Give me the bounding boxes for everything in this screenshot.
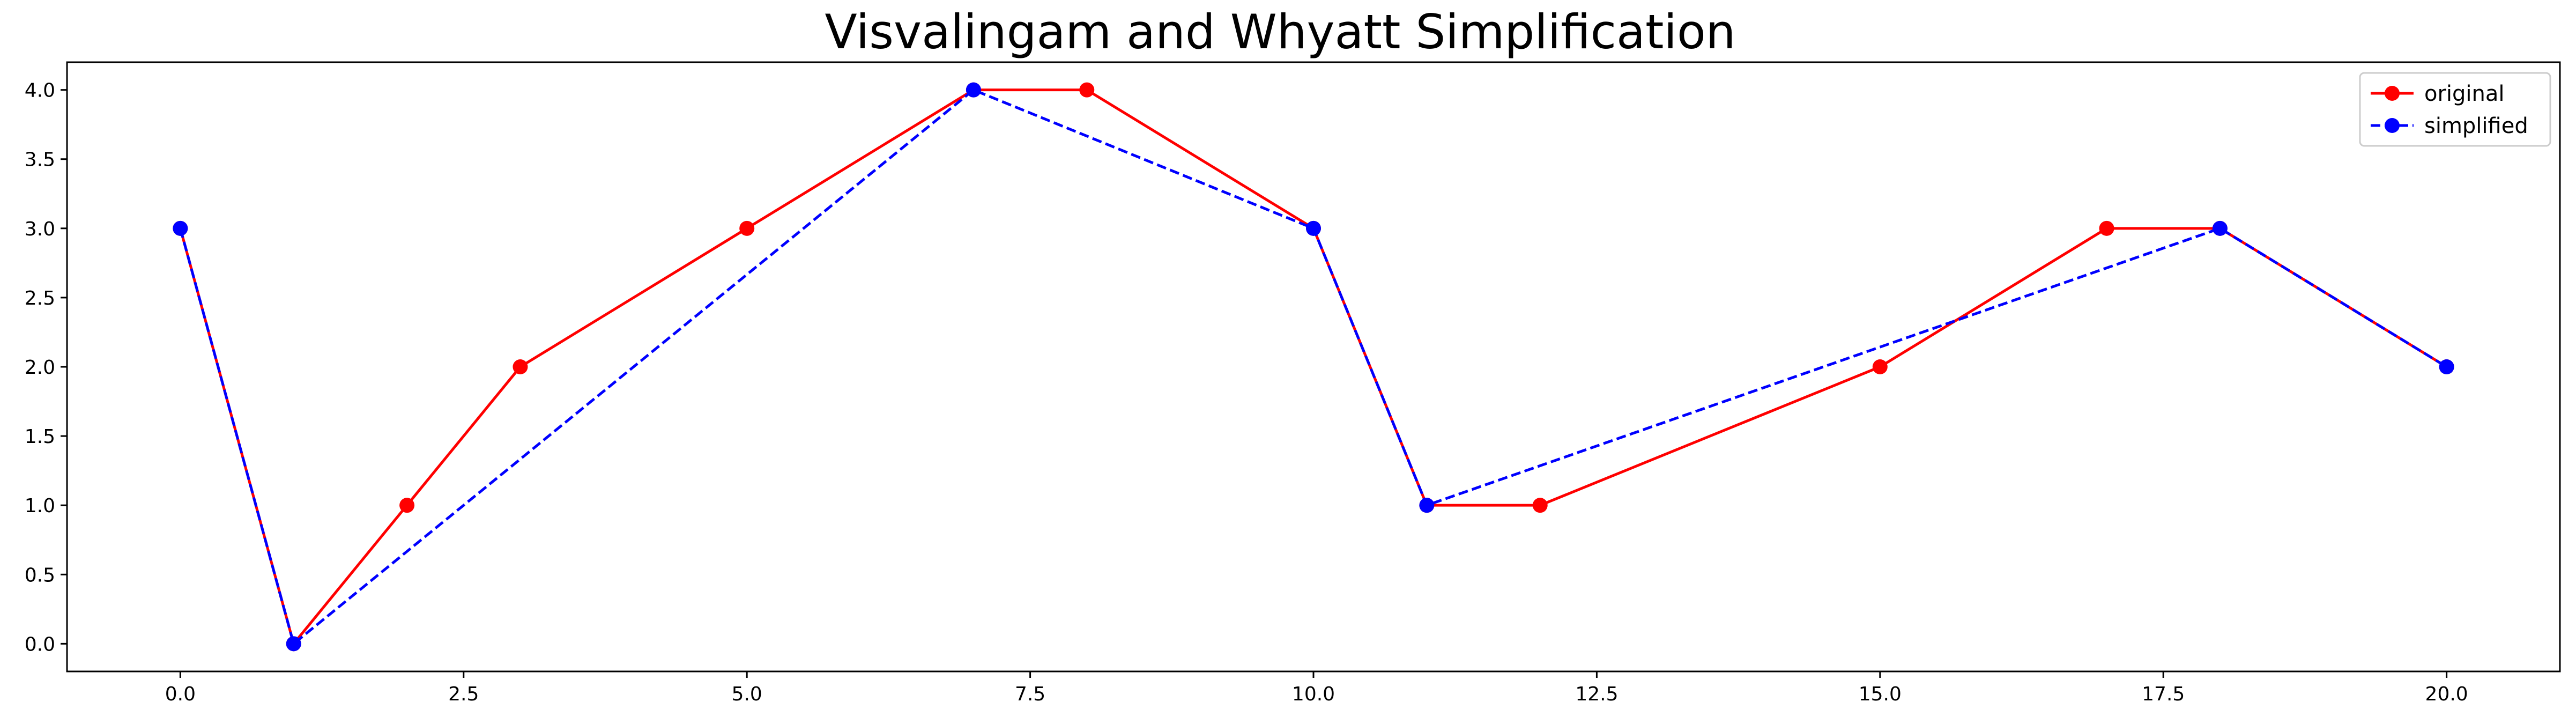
x-tick-label: 10.0	[1292, 683, 1335, 705]
y-tick-label: 2.5	[25, 287, 55, 309]
legend: original simplified	[2359, 72, 2551, 147]
data-point-original	[1532, 498, 1548, 513]
legend-label-simplified: simplified	[2424, 114, 2528, 138]
y-tick-label: 4.0	[25, 80, 55, 102]
series-line-original	[179, 88, 2447, 645]
x-tick-label: 0.0	[165, 683, 196, 705]
data-point-simplified	[173, 220, 188, 236]
data-point-simplified	[2212, 220, 2228, 236]
x-tick-label: 7.5	[1015, 683, 1045, 705]
data-point-original	[513, 359, 528, 374]
data-point-original	[1872, 359, 1888, 374]
x-tick-label: 5.0	[732, 683, 762, 705]
data-point-original	[2099, 220, 2114, 236]
legend-box	[2359, 72, 2551, 147]
y-tick-label: 1.5	[25, 426, 55, 448]
legend-marker-original	[2385, 86, 2400, 101]
data-point-simplified	[1306, 220, 1321, 236]
legend-marker-simplified	[2385, 118, 2400, 133]
y-tick-label: 2.0	[25, 357, 55, 379]
data-point-original	[739, 220, 755, 236]
data-point-simplified	[966, 82, 981, 98]
data-point-simplified	[2439, 359, 2454, 374]
x-tick-label: 17.5	[2142, 683, 2185, 705]
data-point-simplified	[286, 636, 301, 652]
series-layer	[173, 82, 2454, 652]
data-point-original	[399, 498, 415, 513]
y-tick-label: 3.0	[25, 218, 55, 240]
data-point-simplified	[1419, 498, 1435, 513]
x-tick-label: 2.5	[448, 683, 479, 705]
x-tick-label: 20.0	[2425, 683, 2468, 705]
x-tick-label: 12.5	[1575, 683, 1618, 705]
data-point-original	[1079, 82, 1095, 98]
legend-label-original: original	[2424, 82, 2505, 106]
y-tick-label: 0.0	[25, 633, 55, 655]
series-simplified	[173, 82, 2454, 652]
y-tick-label: 3.5	[25, 149, 55, 171]
y-tick-label: 1.0	[25, 495, 55, 517]
axes: 0.0 2.5 5.0 7.5 10.0 12.5 15.0 17.5 20.0 0.0 0.5 1.…	[25, 61, 2561, 705]
legend-entry-original: original	[2371, 82, 2505, 106]
y-tick-label: 0.5	[25, 564, 55, 586]
x-tick-label: 15.0	[1859, 683, 1902, 705]
legend-entry-simplified: simplified	[2371, 114, 2528, 138]
chart-title: Visvalingam and Whyatt Simplification	[825, 4, 1735, 60]
